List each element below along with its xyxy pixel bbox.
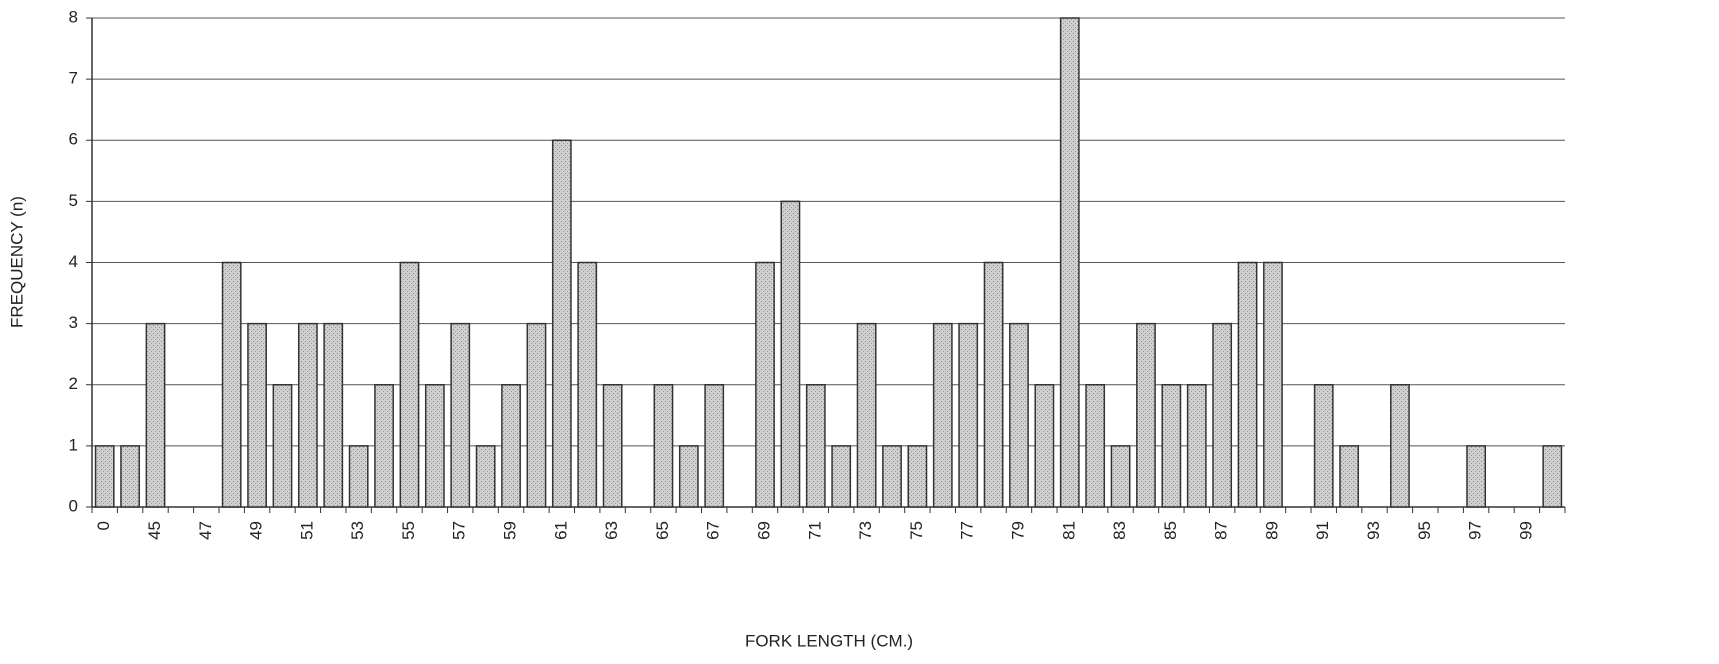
bar (1212, 322, 1233, 508)
y-tick-label: 7 (69, 69, 78, 88)
x-tick-label: 99 (1516, 521, 1535, 540)
y-tick-label: 6 (69, 130, 78, 149)
bar (1390, 384, 1410, 508)
bar (755, 261, 775, 508)
bar (882, 445, 902, 508)
y-tick-label: 3 (69, 313, 78, 332)
bar (1237, 261, 1258, 508)
bar (1263, 261, 1283, 508)
x-tick-label: 71 (805, 521, 824, 540)
x-tick-label: 89 (1262, 521, 1281, 540)
bar (958, 322, 979, 508)
x-tick-label: 63 (602, 521, 621, 540)
bar (272, 384, 293, 508)
x-tick-label: 77 (958, 521, 977, 540)
x-tick-label: 73 (856, 521, 875, 540)
x-tick-label: 91 (1313, 521, 1332, 540)
bar (551, 139, 572, 508)
bar (120, 445, 140, 508)
y-tick-label: 0 (69, 496, 78, 515)
bar (297, 322, 318, 508)
bar (805, 384, 826, 508)
bar (1085, 384, 1106, 508)
x-axis-title: FORK LENGTH (CM.) (745, 631, 913, 650)
bar (501, 384, 521, 508)
bar (780, 200, 801, 508)
bar (678, 445, 699, 508)
y-tick-label: 2 (69, 374, 78, 393)
x-tick-label: 45 (145, 521, 164, 540)
x-tick-label: 75 (907, 521, 926, 540)
x-tick-label: 59 (501, 521, 520, 540)
bar (323, 322, 344, 508)
x-tick-label: 67 (704, 521, 723, 540)
bar (526, 322, 547, 508)
bar (602, 384, 623, 508)
x-tick-label: 49 (247, 521, 266, 540)
x-tick-label: 93 (1364, 521, 1383, 540)
x-tick-label: 81 (1059, 521, 1078, 540)
bar (831, 445, 852, 508)
bar (1542, 445, 1563, 508)
bar (221, 261, 242, 508)
bar (983, 261, 1004, 508)
x-tick-label: 57 (450, 521, 469, 540)
x-tick-label: 95 (1415, 521, 1434, 540)
x-tick-label: 51 (297, 521, 316, 540)
bar (348, 445, 369, 508)
y-tick-label: 5 (69, 191, 78, 210)
x-tick-label: 65 (653, 521, 672, 540)
bar (856, 322, 877, 508)
bar (399, 261, 420, 508)
bar (94, 445, 115, 508)
bar (374, 384, 394, 508)
bar (1339, 445, 1360, 508)
x-tick-label: 85 (1161, 521, 1180, 540)
bar (424, 384, 445, 508)
x-tick-label: 55 (399, 521, 418, 540)
x-tick-label: 69 (754, 521, 773, 540)
x-tick-label: 61 (551, 521, 570, 540)
x-tick-label: 87 (1212, 521, 1231, 540)
bar (1466, 445, 1487, 508)
bar (1110, 445, 1131, 508)
bar (247, 322, 267, 508)
bar (1136, 322, 1156, 508)
bar (653, 384, 674, 508)
x-tick-label: 79 (1008, 521, 1027, 540)
bar (907, 445, 928, 508)
bar (1313, 384, 1334, 508)
x-tick-label: 97 (1466, 521, 1485, 540)
bar (450, 322, 471, 508)
x-tick-label: 83 (1110, 521, 1129, 540)
bar (1186, 384, 1207, 508)
bar (475, 445, 496, 508)
x-tick-label: 47 (196, 521, 215, 540)
bar (1161, 384, 1182, 508)
bar (932, 322, 953, 508)
bar (145, 322, 166, 508)
y-axis-title: FREQUENCY (n) (7, 196, 26, 328)
x-tick-label: 0 (94, 521, 113, 530)
bar (704, 384, 725, 508)
bar (1059, 17, 1080, 508)
bar (1034, 384, 1055, 508)
y-tick-label: 1 (69, 435, 78, 454)
bar (1009, 322, 1029, 508)
y-tick-label: 8 (69, 7, 78, 26)
bar (577, 261, 598, 508)
x-tick-label: 53 (348, 521, 367, 540)
y-tick-label: 4 (69, 252, 78, 271)
